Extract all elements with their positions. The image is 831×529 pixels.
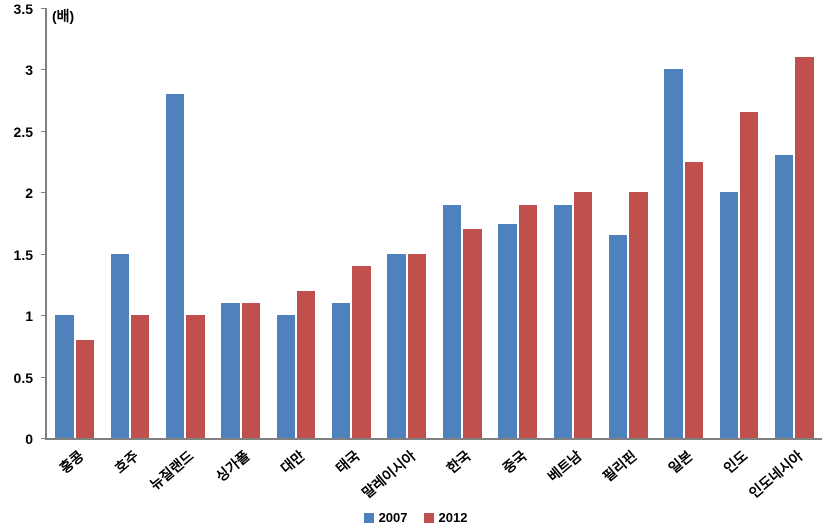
legend-label: 2007	[379, 510, 408, 525]
bar-2007	[720, 192, 738, 438]
category-group: 대만	[268, 8, 323, 438]
category-group: 필리핀	[601, 8, 656, 438]
bar-2007	[332, 303, 350, 438]
category-group: 일본	[656, 8, 711, 438]
y-tick-label: 1.5	[14, 247, 33, 263]
x-axis-label: 홍콩	[55, 446, 88, 478]
x-axis-label: 일본	[664, 446, 697, 478]
x-axis-label: 호주	[110, 446, 143, 478]
bar-2012	[463, 229, 481, 438]
bar-2012	[685, 162, 703, 438]
x-axis-label: 인도	[719, 446, 752, 478]
y-tick-label: 1	[25, 308, 33, 324]
bar-2007	[166, 94, 184, 438]
bar-2007	[664, 69, 682, 438]
category-group: 인도네시아	[767, 8, 822, 438]
bar-2012	[131, 315, 149, 438]
x-axis-label: 베트남	[543, 446, 585, 486]
x-axis-label: 말레이시아	[357, 446, 419, 503]
bar-2007	[443, 205, 461, 438]
y-tick: 0	[41, 438, 47, 439]
y-tick-label: 0	[25, 431, 33, 447]
bar-2007	[277, 315, 295, 438]
x-axis-label: 필리핀	[599, 446, 641, 486]
category-group: 베트남	[545, 8, 600, 438]
category-group: 싱가폴	[213, 8, 268, 438]
bar-2007	[498, 224, 516, 438]
bar-2007	[775, 155, 793, 438]
category-group: 뉴질랜드	[158, 8, 213, 438]
bar-2007	[111, 254, 129, 438]
category-group: 한국	[435, 8, 490, 438]
plot-area: 00.511.522.533.5 (배) 홍콩호주뉴질랜드싱가폴대만태국말레이시…	[45, 8, 822, 440]
y-tick-label: 3	[25, 62, 33, 78]
bar-2012	[795, 57, 813, 438]
bar-2007	[554, 205, 572, 438]
y-tick-label: 0.5	[14, 370, 33, 386]
category-group: 홍콩	[47, 8, 102, 438]
legend-swatch	[364, 513, 374, 523]
legend-item: 2007	[364, 510, 408, 525]
bar-2012	[408, 254, 426, 438]
bar-2012	[740, 112, 758, 438]
x-axis-label: 태국	[332, 446, 365, 478]
legend-swatch	[424, 513, 434, 523]
category-group: 태국	[324, 8, 379, 438]
bar-2012	[297, 291, 315, 438]
legend-item: 2012	[424, 510, 468, 525]
category-group: 말레이시아	[379, 8, 434, 438]
category-group: 호주	[102, 8, 157, 438]
x-axis-label: 인도네시아	[745, 446, 807, 503]
y-tick-label: 2	[25, 185, 33, 201]
x-axis-label: 뉴질랜드	[146, 446, 198, 494]
bar-2007	[221, 303, 239, 438]
bar-2007	[387, 254, 405, 438]
category-group: 중국	[490, 8, 545, 438]
bar-2012	[519, 205, 537, 438]
bar-2012	[352, 266, 370, 438]
bar-2012	[629, 192, 647, 438]
category-group: 인도	[711, 8, 766, 438]
x-axis-label: 대만	[276, 446, 309, 478]
bar-2012	[574, 192, 592, 438]
bar-2007	[609, 235, 627, 438]
x-axis-label: 한국	[442, 446, 475, 478]
legend-label: 2012	[439, 510, 468, 525]
x-axis-label: 중국	[498, 446, 531, 478]
bar-2012	[242, 303, 260, 438]
legend: 2007 2012	[0, 510, 831, 526]
chart-container: 00.511.522.533.5 (배) 홍콩호주뉴질랜드싱가폴대만태국말레이시…	[0, 0, 831, 529]
y-tick-label: 2.5	[14, 124, 33, 140]
bar-2007	[55, 315, 73, 438]
x-axis-label: 싱가폴	[211, 446, 253, 486]
bar-2012	[186, 315, 204, 438]
bar-2012	[76, 340, 94, 438]
y-tick-label: 3.5	[14, 1, 33, 17]
bars-layer: 홍콩호주뉴질랜드싱가폴대만태국말레이시아한국중국베트남필리핀일본인도인도네시아	[47, 8, 822, 438]
